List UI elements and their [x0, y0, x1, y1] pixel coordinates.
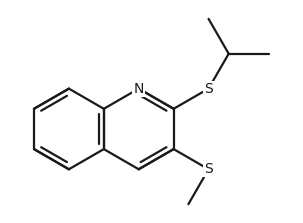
Text: S: S: [204, 82, 213, 96]
Text: S: S: [204, 162, 213, 176]
Text: N: N: [134, 82, 144, 96]
